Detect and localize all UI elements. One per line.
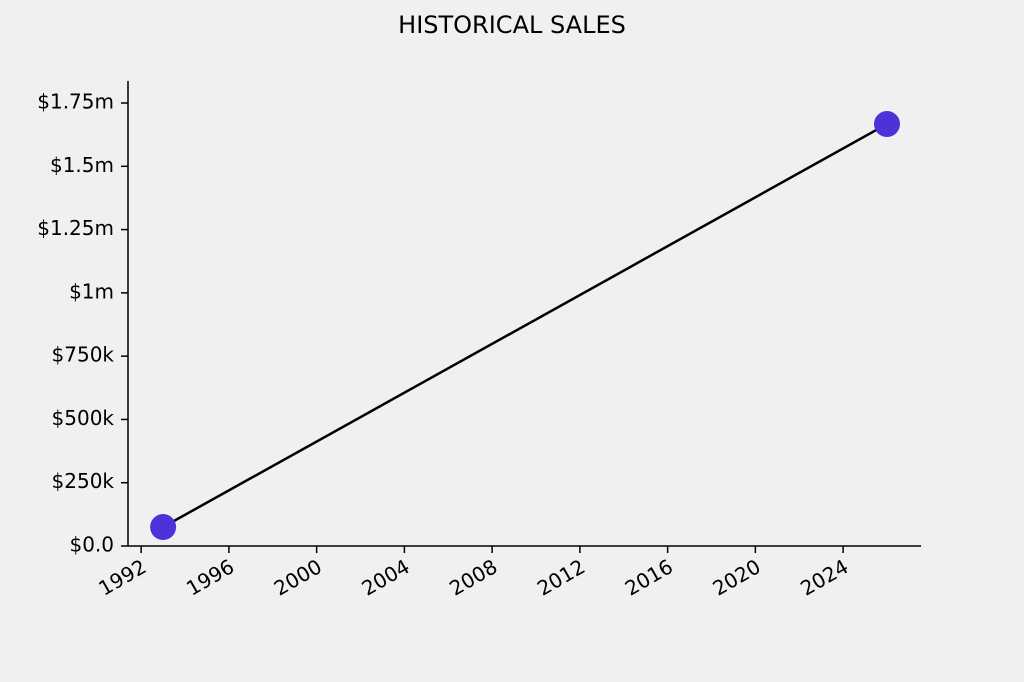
y-tick-label: $1.75m bbox=[37, 90, 114, 114]
series-line bbox=[162, 122, 888, 529]
y-tick-label: $1.5m bbox=[50, 153, 114, 177]
y-tick-label: $750k bbox=[52, 343, 115, 367]
chart-title: HISTORICAL SALES bbox=[398, 11, 626, 39]
y-tick-label: $500k bbox=[52, 406, 115, 430]
y-tick-label: $0.0 bbox=[69, 533, 114, 557]
y-tick-label: $1.25m bbox=[37, 216, 114, 240]
data-point bbox=[150, 514, 177, 541]
y-tick-label: $1m bbox=[69, 279, 114, 303]
data-point bbox=[873, 111, 900, 138]
y-tick-label: $250k bbox=[52, 469, 115, 493]
